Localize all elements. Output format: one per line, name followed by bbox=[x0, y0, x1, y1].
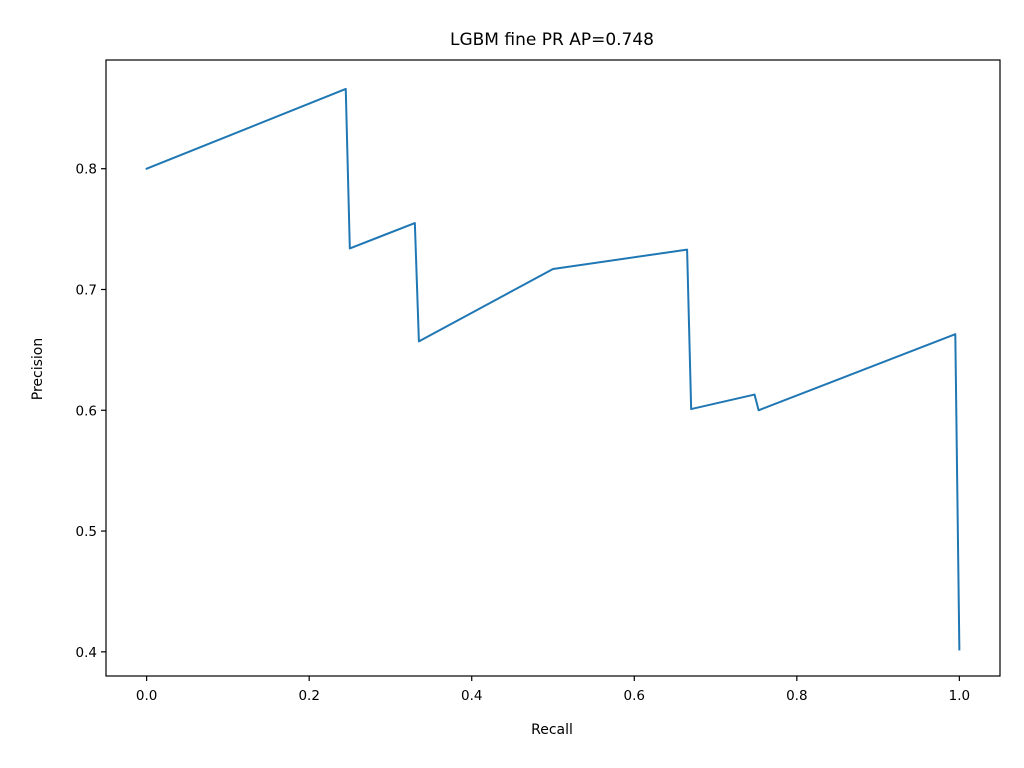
x-tick-label: 0.6 bbox=[624, 688, 645, 704]
x-tick-label: 0.2 bbox=[298, 688, 319, 704]
x-axis: 0.0 0.2 0.4 0.6 0.8 1.0 bbox=[136, 676, 970, 704]
y-tick-label: 0.5 bbox=[76, 524, 97, 540]
x-tick-label: 0.0 bbox=[136, 688, 157, 704]
y-tick-label: 0.7 bbox=[76, 282, 97, 298]
x-axis-label: Recall bbox=[531, 722, 573, 738]
y-tick-label: 0.6 bbox=[76, 403, 97, 419]
chart-title: LGBM fine PR AP=0.748 bbox=[450, 30, 654, 50]
plot-frame bbox=[105, 59, 1001, 677]
y-axis-label: Precision bbox=[30, 338, 46, 400]
y-axis: 0.4 0.5 0.6 0.7 0.8 bbox=[76, 162, 106, 661]
y-tick-label: 0.4 bbox=[76, 645, 97, 661]
plot-area bbox=[105, 59, 1001, 677]
series-line-0 bbox=[145, 87, 961, 651]
x-tick-label: 0.8 bbox=[786, 688, 807, 704]
y-tick-label: 0.8 bbox=[76, 162, 97, 178]
x-tick-label: 0.4 bbox=[461, 688, 482, 704]
x-tick-label: 1.0 bbox=[949, 688, 970, 704]
